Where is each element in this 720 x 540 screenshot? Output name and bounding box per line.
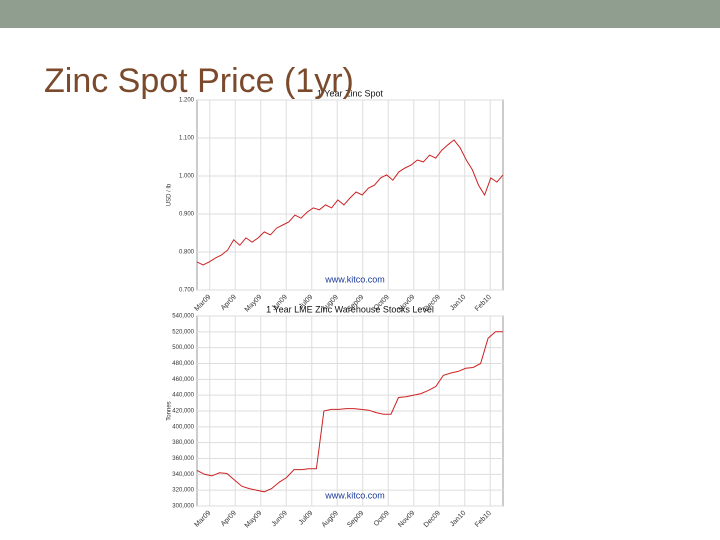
y-tick-label: 480,000 [172, 361, 194, 367]
x-tick-label: Feb10 [474, 294, 493, 313]
x-tick-label: Dec09 [423, 510, 442, 529]
y-tick-label: 460,000 [172, 377, 194, 383]
x-tick-label: May09 [244, 294, 264, 314]
y-tick-label: 340,000 [172, 472, 194, 478]
y-tick-label: 0.900 [179, 212, 195, 218]
data-line [196, 139, 504, 266]
x-tick-label: Feb10 [474, 510, 493, 529]
y-tick-label: 540,000 [172, 314, 194, 320]
y-tick-label: 380,000 [172, 440, 194, 446]
y-tick-label: 0.700 [179, 288, 195, 294]
chart-title: 1 Year LME Zinc Warehouse Stocks Level [266, 304, 434, 314]
y-tick-label: 0.800 [179, 250, 195, 256]
y-axis-label: USD / lb [167, 183, 173, 206]
x-tick-label: Sep09 [346, 510, 365, 529]
plot-area [196, 99, 504, 291]
x-tick-label: Mar09 [193, 294, 212, 313]
x-tick-label: Aug09 [321, 510, 340, 529]
annotation: www.kitco.com [324, 490, 385, 500]
x-tick-label: Oct09 [373, 510, 391, 528]
x-tick-label: Mar09 [193, 510, 212, 529]
y-tick-label: 300,000 [172, 504, 194, 510]
y-tick-label: 360,000 [172, 456, 194, 462]
x-tick-label: May09 [244, 510, 264, 530]
slide-title: Zinc Spot Price (1yr) [44, 62, 354, 100]
x-tick-label: Nov09 [397, 510, 416, 529]
x-tick-label: Jan10 [449, 510, 468, 529]
y-tick-label: 1.000 [179, 174, 195, 180]
y-tick-label: 420,000 [172, 409, 194, 415]
y-tick-label: 1.100 [179, 136, 195, 142]
chart-title: 1 Year Zinc Spot [317, 88, 384, 98]
y-tick-label: 500,000 [172, 345, 194, 351]
y-tick-label: 440,000 [172, 393, 194, 399]
y-axis-label: Tonnes [167, 401, 173, 420]
y-tick-label: 320,000 [172, 488, 194, 494]
y-tick-label: 1.200 [179, 98, 195, 104]
x-tick-label: Apr09 [220, 510, 238, 528]
x-tick-label: Jul09 [298, 510, 315, 527]
x-tick-label: Jan10 [449, 294, 468, 313]
x-tick-label: Jun09 [271, 510, 290, 529]
data-line [196, 331, 503, 493]
header-band [0, 0, 720, 28]
y-tick-label: 400,000 [172, 424, 194, 430]
y-tick-label: 520,000 [172, 329, 194, 335]
annotation: www.kitco.com [324, 274, 385, 284]
x-tick-label: Apr09 [220, 294, 238, 312]
